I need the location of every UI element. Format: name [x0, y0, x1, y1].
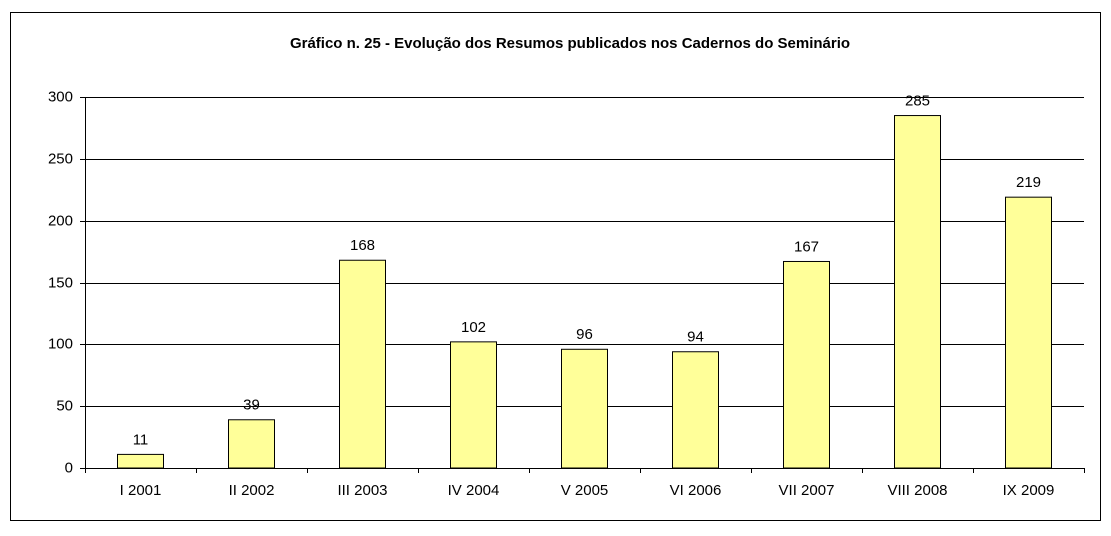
x-tick-label: IX 2009	[1003, 482, 1055, 499]
data-label: 39	[243, 397, 260, 414]
data-label: 167	[794, 238, 819, 255]
y-tick-label: 100	[48, 335, 73, 352]
x-tick-label: VII 2007	[779, 482, 835, 499]
data-label: 102	[461, 319, 486, 336]
x-tick-label: VIII 2008	[887, 482, 947, 499]
data-label: 11	[133, 431, 149, 448]
bar	[228, 419, 275, 469]
y-tick-label: 150	[48, 274, 73, 291]
data-label: 168	[350, 237, 375, 254]
bar	[117, 453, 164, 469]
bar	[1005, 196, 1052, 469]
bar	[783, 260, 830, 469]
bar	[894, 115, 941, 469]
y-tick-label: 50	[56, 397, 73, 414]
x-tick-label: VI 2006	[670, 482, 722, 499]
bar	[561, 348, 608, 469]
x-tick-label: II 2002	[229, 482, 275, 499]
data-label: 285	[905, 93, 930, 110]
y-tick-label: 200	[48, 212, 73, 229]
bar	[450, 341, 497, 469]
y-tick-label: 0	[65, 459, 73, 476]
x-tick-label: III 2003	[337, 482, 387, 499]
chart-title: Gráfico n. 25 - Evolução dos Resumos pub…	[290, 35, 850, 52]
data-label: 94	[687, 329, 704, 346]
x-tick-label: V 2005	[561, 482, 609, 499]
data-label: 219	[1016, 174, 1041, 191]
y-tick-label: 300	[48, 88, 73, 105]
x-tick-label: IV 2004	[448, 482, 500, 499]
bar	[672, 351, 719, 469]
bar	[339, 259, 386, 469]
data-label: 96	[576, 326, 593, 343]
x-tick-label: I 2001	[120, 482, 162, 499]
y-tick-label: 250	[48, 150, 73, 167]
